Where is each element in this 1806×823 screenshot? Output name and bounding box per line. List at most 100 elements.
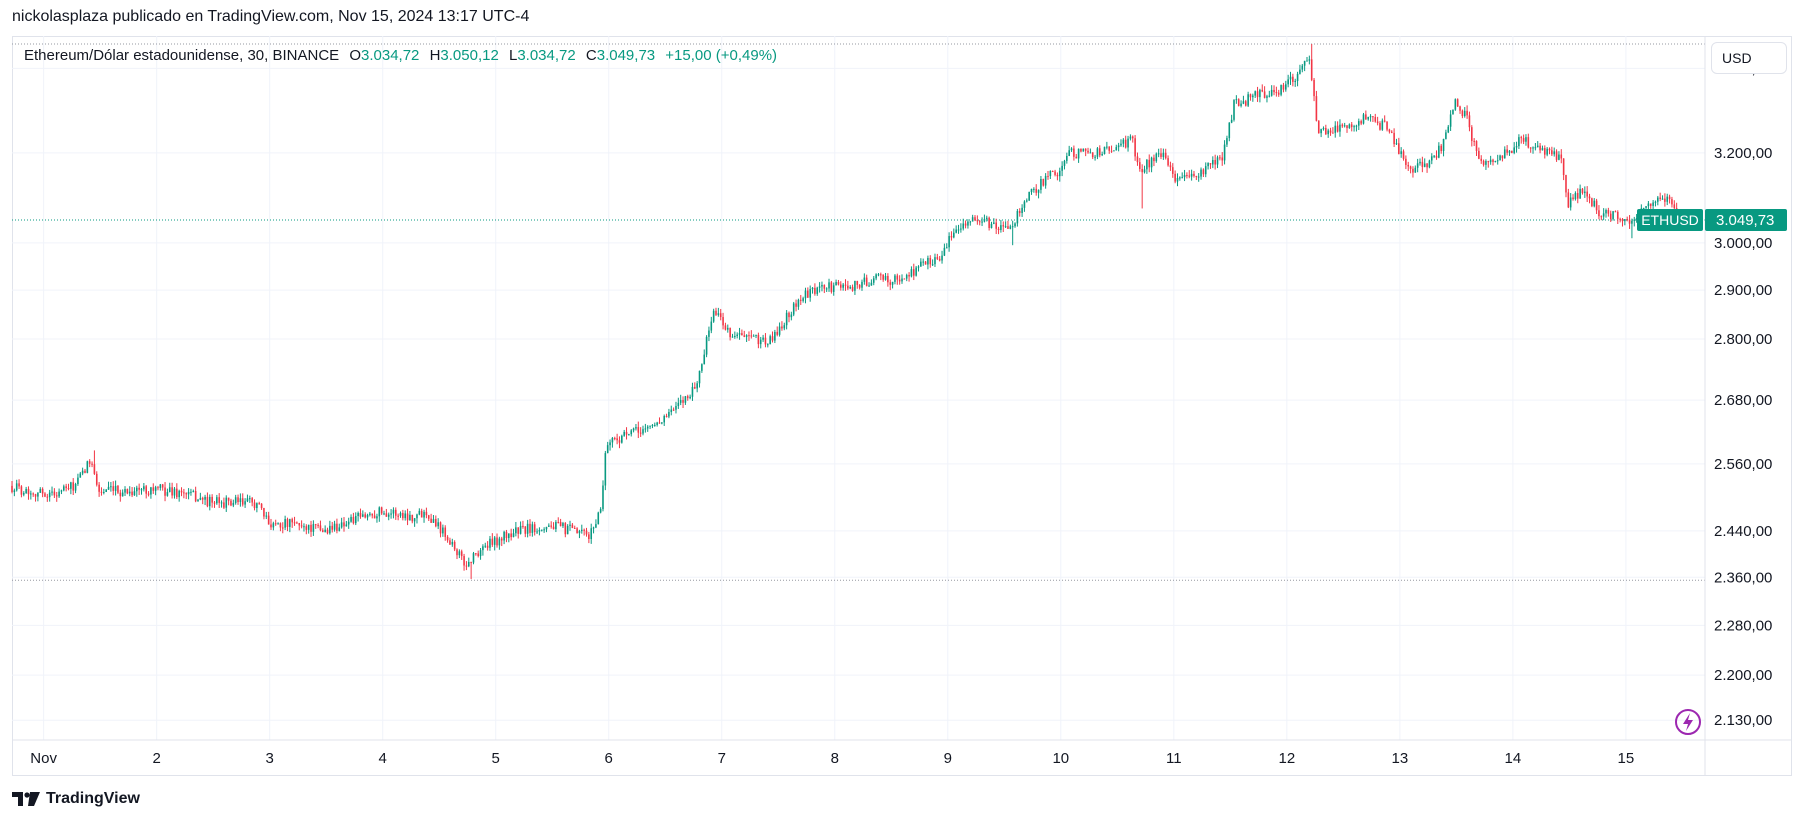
y-tick-label-3: 2.900,00 (1714, 282, 1772, 299)
candle-337 (804, 287, 807, 304)
candle-80 (199, 492, 202, 501)
candle-310 (741, 329, 743, 336)
tradingview-brand: TradingView (46, 790, 140, 807)
candle-410 (976, 215, 979, 225)
y-tick-label-8: 2.360,00 (1714, 569, 1772, 586)
y-tick-label-9: 2.280,00 (1714, 617, 1772, 634)
candle-347 (828, 278, 830, 292)
lightning-icon[interactable] (1675, 709, 1701, 735)
candle-452 (1075, 153, 1078, 159)
candle-176 (425, 507, 428, 519)
candle-256 (613, 436, 616, 441)
candle-28 (77, 473, 79, 486)
candle-601 (1426, 163, 1428, 173)
candle-697 (1652, 200, 1654, 210)
candle-426 (1014, 222, 1016, 228)
candle-383 (912, 263, 915, 281)
candle-573 (1360, 119, 1362, 126)
candle-363 (865, 274, 868, 287)
candle-431 (1026, 198, 1028, 203)
candle-619 (1468, 111, 1471, 132)
candle-575 (1365, 110, 1367, 120)
candle-151 (366, 513, 369, 521)
x-tick-label-4: 5 (492, 750, 500, 767)
x-tick-label-11: 12 (1278, 750, 1295, 767)
candle-385 (917, 265, 920, 272)
candle-626 (1485, 159, 1487, 170)
candle-282 (675, 401, 677, 414)
candle-676 (1602, 208, 1605, 221)
candle-146 (354, 512, 357, 526)
candle-53 (135, 485, 138, 497)
candle-190 (458, 549, 461, 559)
candle-259 (621, 434, 623, 444)
candle-476 (1131, 135, 1134, 143)
candle-373 (889, 279, 892, 291)
candle-420 (1000, 219, 1002, 233)
candle-261 (625, 427, 628, 440)
candle-579 (1374, 113, 1377, 123)
candle-194 (467, 557, 470, 568)
candle-355 (847, 280, 849, 291)
candle-227 (545, 526, 548, 533)
candle-550 (1306, 56, 1308, 62)
candle-610 (1447, 124, 1450, 134)
candle-250 (599, 507, 602, 514)
y-tick-label-11: 2.130,00 (1714, 712, 1772, 729)
candle-284 (679, 394, 682, 406)
candle-683 (1619, 217, 1621, 223)
candle-661 (1567, 188, 1570, 209)
candle-354 (844, 279, 847, 291)
candle-223 (536, 528, 538, 534)
candle-25 (70, 481, 72, 495)
candle-269 (644, 423, 647, 433)
candle-630 (1494, 160, 1497, 163)
candle-516 (1226, 135, 1228, 148)
candle-234 (562, 521, 564, 528)
candle-142 (345, 520, 348, 527)
candle-445 (1058, 167, 1061, 182)
candle-266 (637, 421, 640, 439)
candle-161 (390, 509, 392, 519)
candle-677 (1605, 208, 1607, 218)
candle-589 (1398, 137, 1400, 155)
candle-346 (825, 287, 828, 292)
candle-679 (1609, 210, 1612, 222)
candle-650 (1541, 145, 1544, 151)
candle-289 (691, 382, 694, 401)
candle-412 (981, 217, 983, 227)
candle-408 (971, 214, 974, 222)
candle-160 (387, 512, 390, 521)
candle-188 (453, 540, 456, 552)
candle-14 (44, 492, 46, 498)
candle-391 (931, 259, 934, 267)
candle-149 (362, 510, 364, 518)
candle-48 (124, 486, 126, 496)
candle-615 (1459, 105, 1461, 114)
x-tick-label-13: 14 (1505, 750, 1522, 767)
candle-568 (1348, 123, 1351, 129)
currency-button[interactable]: USD (1711, 42, 1787, 74)
candle-281 (672, 407, 675, 412)
candle-357 (851, 284, 854, 292)
candle-631 (1496, 154, 1499, 165)
candle-307 (734, 331, 736, 339)
candle-172 (416, 513, 418, 524)
candle-338 (807, 287, 809, 298)
candle-376 (896, 273, 899, 285)
candle-226 (543, 527, 545, 533)
candle-99 (244, 498, 246, 508)
candle-371 (884, 272, 887, 281)
y-tick-label-6: 2.560,00 (1714, 456, 1772, 473)
candle-494 (1174, 170, 1176, 184)
chart-frame[interactable] (12, 36, 1792, 776)
candle-111 (272, 521, 275, 531)
candle-122 (298, 522, 301, 531)
candle-483 (1148, 154, 1151, 173)
candle-427 (1016, 208, 1019, 227)
candle-222 (533, 521, 536, 536)
candle-668 (1584, 186, 1586, 198)
candle-634 (1503, 146, 1506, 159)
tradingview-footer[interactable]: TradingView (12, 790, 140, 808)
